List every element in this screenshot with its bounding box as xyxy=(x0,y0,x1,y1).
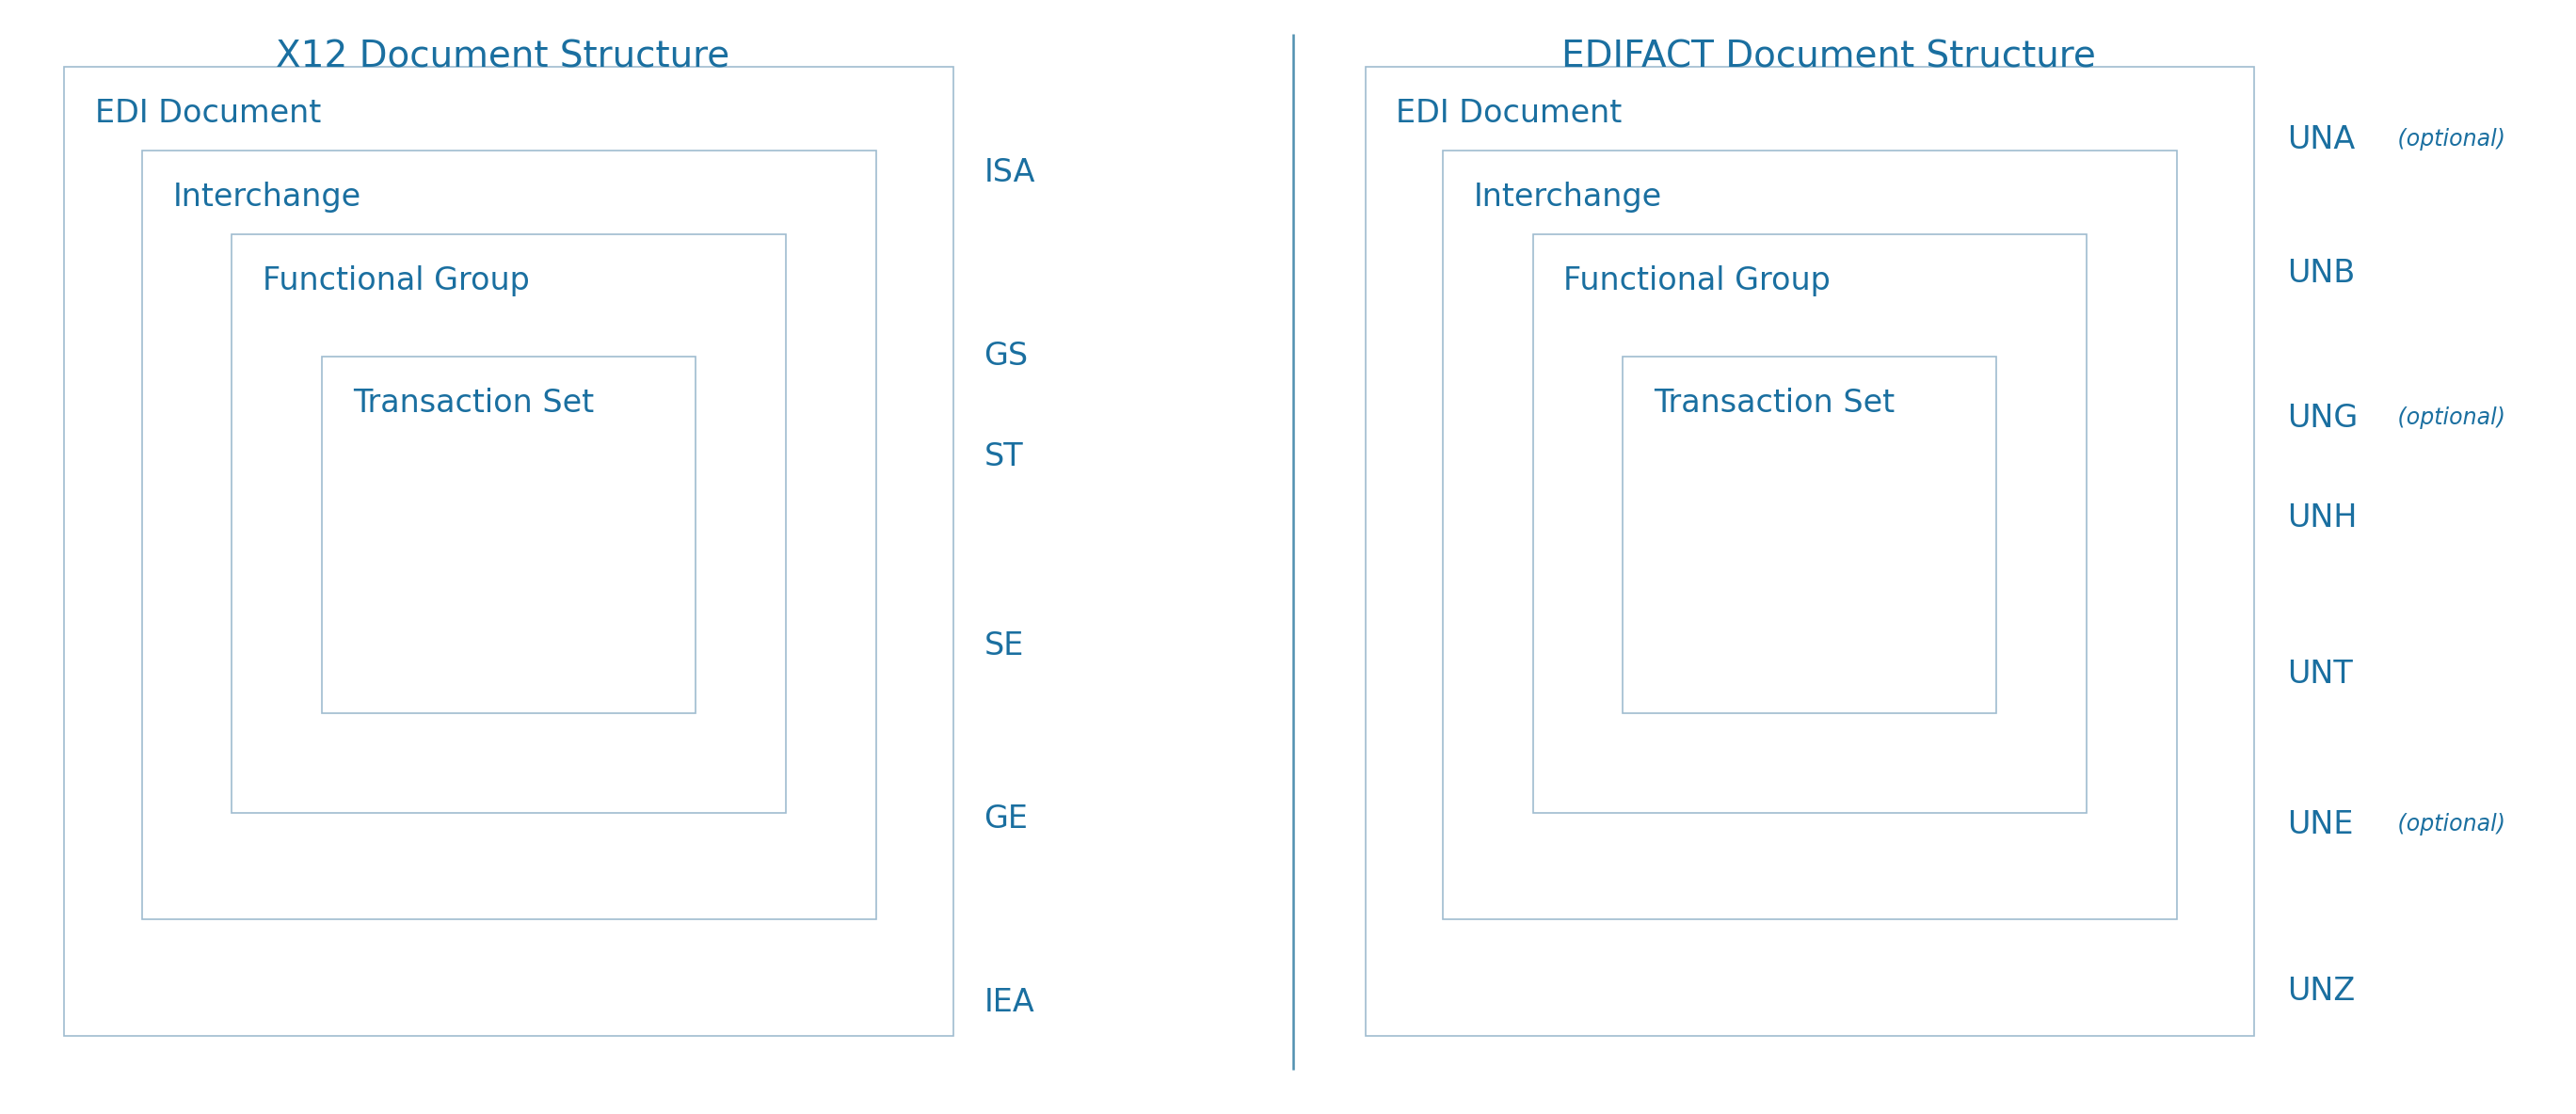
Text: UNH: UNH xyxy=(2287,502,2357,534)
Text: UNZ: UNZ xyxy=(2287,976,2354,1007)
Text: IEA: IEA xyxy=(984,987,1036,1018)
Text: Transaction Set: Transaction Set xyxy=(1654,388,1896,419)
Text: EDI Document: EDI Document xyxy=(1396,98,1623,129)
Text: Interchange: Interchange xyxy=(173,182,361,213)
Bar xyxy=(142,150,876,919)
Text: UNG: UNG xyxy=(2287,402,2357,433)
Text: Functional Group: Functional Group xyxy=(1564,265,1832,296)
Text: (optional): (optional) xyxy=(2391,128,2506,150)
Text: (optional): (optional) xyxy=(2391,813,2506,836)
Bar xyxy=(64,67,953,1036)
Text: SE: SE xyxy=(984,631,1023,662)
Text: EDIFACT Document Structure: EDIFACT Document Structure xyxy=(1561,39,2097,75)
Text: UNE: UNE xyxy=(2287,809,2354,840)
Text: (optional): (optional) xyxy=(2391,407,2506,429)
Text: ISA: ISA xyxy=(984,157,1036,188)
Bar xyxy=(1533,234,2087,813)
Bar xyxy=(232,234,786,813)
Text: EDI Document: EDI Document xyxy=(95,98,322,129)
Bar xyxy=(1365,67,2254,1036)
Text: UNT: UNT xyxy=(2287,658,2352,690)
Text: Transaction Set: Transaction Set xyxy=(353,388,595,419)
Text: Interchange: Interchange xyxy=(1473,182,1662,213)
Bar xyxy=(1443,150,2177,919)
Text: UNA: UNA xyxy=(2287,124,2354,155)
Text: Functional Group: Functional Group xyxy=(263,265,531,296)
Text: X12 Document Structure: X12 Document Structure xyxy=(276,39,729,75)
Bar xyxy=(1623,356,1996,713)
Text: UNB: UNB xyxy=(2287,257,2354,289)
Text: GE: GE xyxy=(984,803,1028,834)
Text: ST: ST xyxy=(984,441,1023,472)
Bar xyxy=(322,356,696,713)
Text: GS: GS xyxy=(984,341,1028,372)
